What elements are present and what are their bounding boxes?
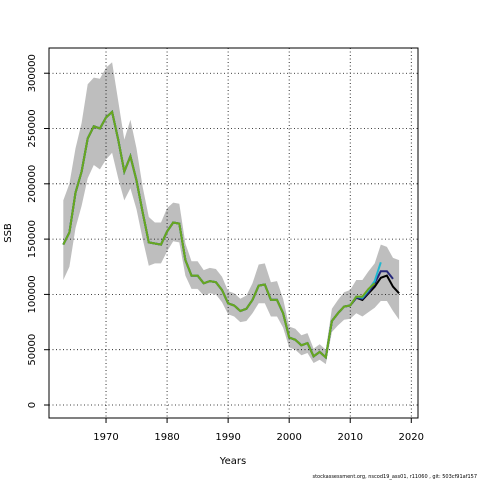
y-axis-label: SSB <box>3 223 14 243</box>
y-tick-label: 250000 <box>27 109 38 147</box>
series-line <box>62 109 376 360</box>
footnote: stockassessment.org, nscod19_ass01, r110… <box>312 474 477 480</box>
x-tick-label: 1980 <box>154 432 179 443</box>
x-tick-label: 2020 <box>399 432 424 443</box>
x-tick-label: 1970 <box>93 432 118 443</box>
confidence-band <box>63 62 400 365</box>
y-tick-label: 0 <box>27 402 38 408</box>
y-tick-label: 50000 <box>27 334 38 366</box>
y-tick-label: 150000 <box>27 220 38 258</box>
y-tick-label: 200000 <box>27 165 38 203</box>
plot-frame <box>48 47 419 419</box>
y-tick-label: 300000 <box>27 54 38 92</box>
x-axis-label: Years <box>219 456 246 467</box>
x-tick-label: 2010 <box>338 432 363 443</box>
x-tick-label: 1990 <box>215 432 240 443</box>
y-tick-label: 100000 <box>27 275 38 313</box>
x-tick-label: 2000 <box>276 432 301 443</box>
